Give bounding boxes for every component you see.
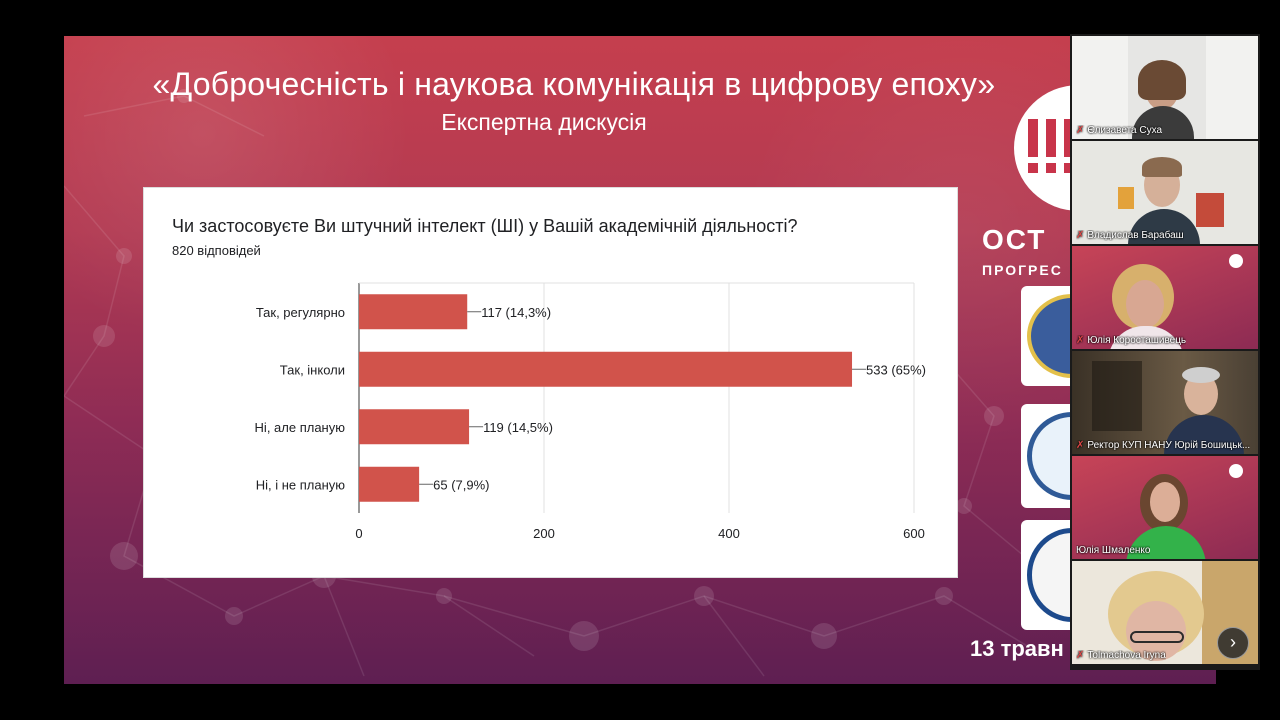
data-label: 119 (14,5%) bbox=[483, 420, 553, 435]
participant-tile[interactable]: ✗ Єлизавета Суха bbox=[1072, 36, 1258, 139]
participant-name: ✗ Юлія Коросташивець bbox=[1076, 335, 1187, 346]
response-count: 820 відповідей bbox=[172, 243, 261, 258]
bar bbox=[359, 409, 470, 445]
data-label: 65 (7,9%) bbox=[433, 477, 489, 492]
participants-panel: ✗ Єлизавета Суха ✗ Владислав Барабаш ✗ Юлія… bbox=[1070, 34, 1260, 670]
bar bbox=[359, 466, 420, 502]
participant-name: ✗ Єлизавета Суха bbox=[1076, 125, 1163, 136]
mini-logo bbox=[1222, 254, 1250, 280]
survey-result-card: Чи застосовуєте Ви штучний інтелект (ШІ)… bbox=[143, 187, 958, 578]
x-tick-label: 400 bbox=[718, 526, 740, 541]
participant-name: ✗ Владислав Барабаш bbox=[1076, 230, 1184, 241]
participant-name: ✗ Ректор КУП НАНУ Юрій Бошицьк... bbox=[1076, 440, 1251, 451]
mic-muted-icon: ✗ bbox=[1076, 650, 1085, 661]
x-tick-label: 200 bbox=[533, 526, 555, 541]
mic-muted-icon: ✗ bbox=[1076, 335, 1085, 346]
next-page-button[interactable]: › bbox=[1217, 627, 1249, 659]
data-label: 117 (14,3%) bbox=[481, 305, 551, 320]
mic-muted-icon: ✗ bbox=[1076, 125, 1085, 136]
bar bbox=[359, 351, 853, 387]
y-category-label: Так, інколи bbox=[280, 362, 345, 377]
participant-tile[interactable]: ✗ Владислав Барабаш bbox=[1072, 141, 1258, 244]
bar-chart: 0 200 400 600 Так, регулярно 117 (14,3%) Так, … bbox=[255, 282, 926, 541]
event-date: 13 травн bbox=[970, 636, 1064, 661]
y-category-label: Ні, але планую bbox=[255, 420, 346, 435]
participant-name: ✗ Tolmachova Iryna bbox=[1076, 650, 1166, 661]
x-tick-label: 600 bbox=[903, 526, 925, 541]
participant-tile-active-speaker[interactable]: Юлія Шмаленко bbox=[1072, 456, 1258, 559]
mic-muted-icon: ✗ bbox=[1076, 230, 1085, 241]
y-category-label: Ні, і не планую bbox=[256, 477, 346, 492]
logo-text: ОСТ bbox=[982, 224, 1047, 255]
bar bbox=[359, 294, 468, 330]
participant-tile[interactable]: ✗ Юлія Коросташивець bbox=[1072, 246, 1258, 349]
participant-tile[interactable]: ✗ Ректор КУП НАНУ Юрій Бошицьк... bbox=[1072, 351, 1258, 454]
data-label: 533 (65%) bbox=[866, 362, 926, 377]
survey-question: Чи застосовуєте Ви штучний інтелект (ШІ)… bbox=[172, 216, 798, 236]
mini-logo bbox=[1222, 464, 1250, 490]
participant-name: Юлія Шмаленко bbox=[1076, 545, 1151, 556]
x-tick-label: 0 bbox=[355, 526, 362, 541]
slide-subtitle: Експертна дискусія bbox=[441, 109, 647, 135]
chevron-right-icon: › bbox=[1230, 632, 1236, 652]
presentation-slide: «Доброчесність і наукова комунікація в ц… bbox=[64, 36, 1216, 684]
slide-title: «Доброчесність і наукова комунікація в ц… bbox=[152, 66, 996, 102]
logo-subtext: ПРОГРЕС bbox=[982, 262, 1063, 278]
mic-muted-icon: ✗ bbox=[1076, 440, 1085, 451]
y-category-label: Так, регулярно bbox=[256, 305, 345, 320]
